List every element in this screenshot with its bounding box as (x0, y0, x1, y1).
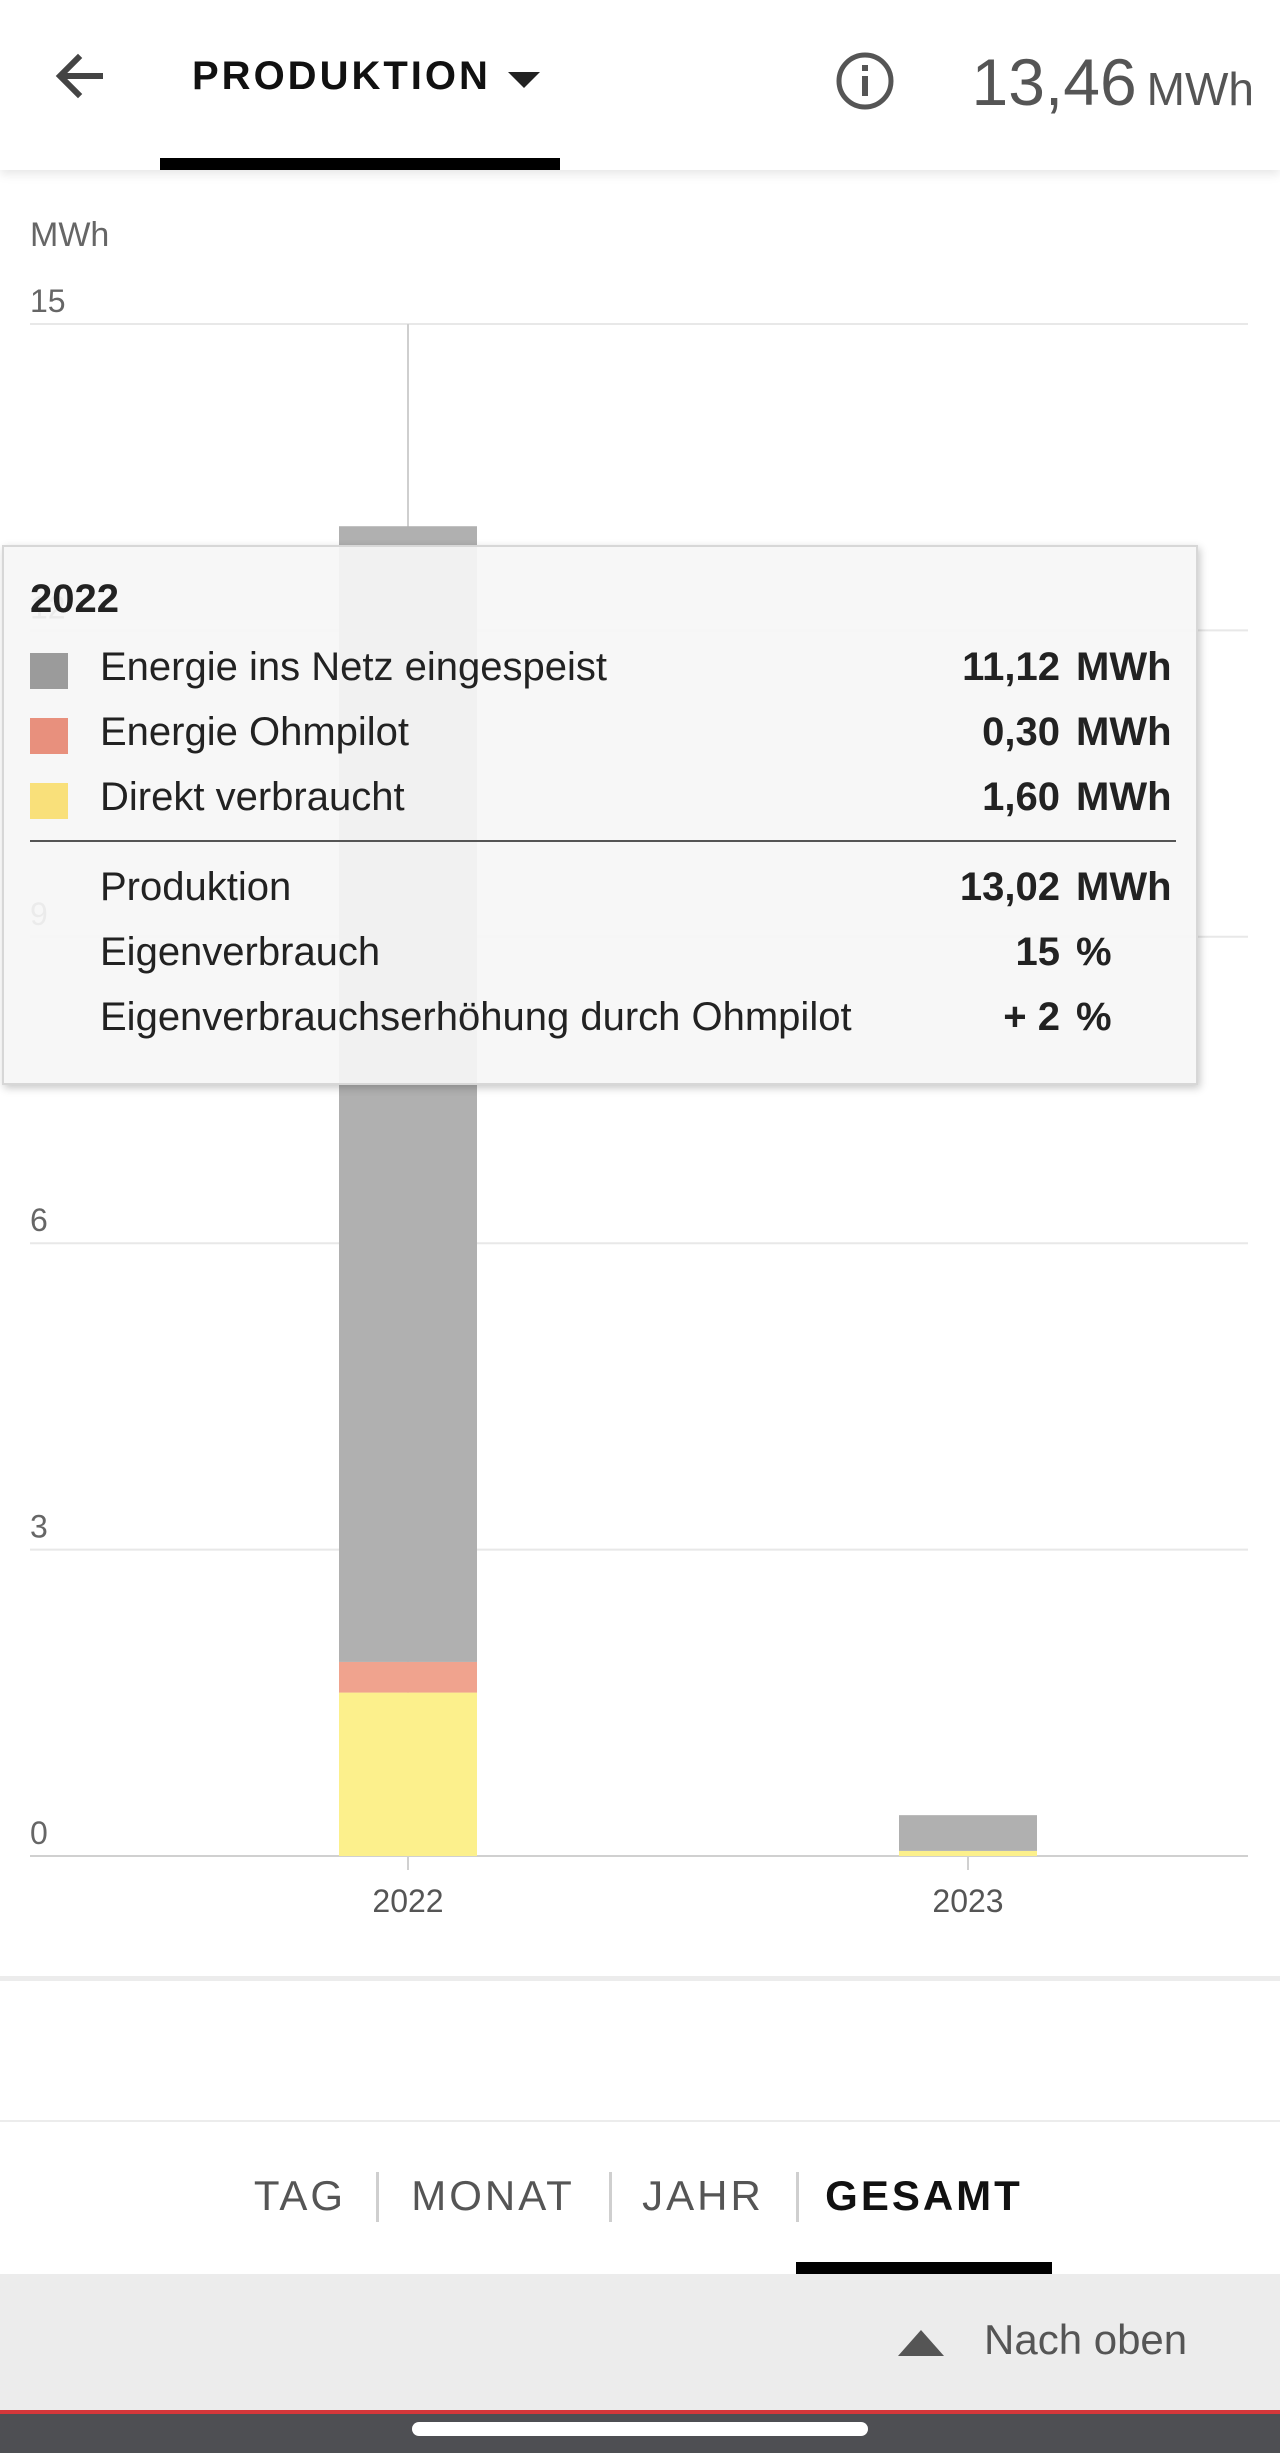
y-tick-label: 6 (30, 1202, 48, 1238)
tooltip-label: Eigenverbrauchserhöhung durch Ohmpilot (100, 995, 852, 1039)
bar-segment[interactable] (339, 1661, 477, 1693)
arrow-left-icon (55, 53, 103, 99)
tooltip-value: 0,30 MWh (982, 710, 1172, 754)
tooltip-row-direct-consumption: Direkt verbraucht 1,60 MWh (30, 775, 1176, 825)
bar-segment[interactable] (899, 1815, 1037, 1851)
x-tick-label: 2023 (932, 1883, 1003, 1919)
gesture-handle[interactable] (412, 2422, 868, 2436)
total-production: 13,46 MWh (972, 44, 1255, 120)
tooltip-value: 15% (1015, 930, 1112, 974)
legend-swatch-grid (30, 653, 68, 689)
tab-separator (609, 2172, 612, 2222)
info-button[interactable] (834, 50, 896, 112)
tooltip-year: 2022 (30, 577, 119, 621)
bar-segment[interactable] (899, 1850, 1037, 1856)
total-value: 13,46 (971, 45, 1137, 119)
scroll-top-button[interactable]: Nach oben (898, 2310, 1238, 2374)
tab-separator (796, 2172, 799, 2222)
tooltip-row-production: Produktion 13,02 MWh (30, 865, 1176, 915)
tooltip-row-grid-feed-in: Energie ins Netz eingespeist 11,12 MWh (30, 645, 1176, 695)
active-tab-indicator (796, 2262, 1052, 2274)
tooltip-label: Eigenverbrauch (100, 930, 381, 974)
tab-separator (376, 2172, 379, 2222)
total-unit: MWh (1146, 63, 1254, 115)
tooltip-label: Produktion (100, 865, 292, 909)
tab-tag[interactable]: TAG (253, 2172, 347, 2219)
info-icon (836, 52, 894, 110)
tooltip-row-ohmpilot: Energie Ohmpilot 0,30 MWh (30, 710, 1176, 760)
page-title: PRODUKTION (192, 54, 491, 98)
y-tick-label: 0 (30, 1815, 48, 1851)
tooltip-label: Energie Ohmpilot (100, 710, 410, 754)
tooltip-value: 1,60 MWh (982, 775, 1172, 819)
section-divider (0, 1976, 1280, 1981)
tooltip-value: + 2% (1003, 995, 1112, 1039)
produktion-dropdown[interactable]: PRODUKTION (160, 0, 560, 170)
x-tick-label: 2022 (372, 1883, 443, 1919)
scroll-top-bar: Nach oben (0, 2274, 1280, 2410)
tab-jahr[interactable]: JAHR (642, 2172, 764, 2219)
legend-swatch-ohmpilot (30, 718, 68, 754)
legend-swatch-direct (30, 783, 68, 819)
tooltip-label: Direkt verbraucht (100, 775, 405, 819)
tooltip-row-self-consumption: Eigenverbrauch 15% (30, 930, 1176, 980)
tooltip-label: Energie ins Netz eingespeist (100, 645, 607, 689)
y-tick-label: 15 (30, 283, 66, 319)
tab-monat[interactable]: MONAT (411, 2172, 575, 2219)
system-nav-bar (0, 2414, 1280, 2453)
app-header: PRODUKTION 13,46 MWh (0, 0, 1280, 170)
accent-line (0, 2410, 1280, 2414)
back-button[interactable] (48, 44, 112, 108)
scroll-top-label: Nach oben (984, 2316, 1188, 2363)
bar-segment[interactable] (339, 1692, 477, 1856)
y-axis-unit: MWh (30, 216, 109, 254)
tooltip-divider (30, 840, 1176, 842)
y-tick-label: 3 (30, 1509, 48, 1545)
tab-gesamt[interactable]: GESAMT (825, 2172, 1023, 2219)
chart-tooltip: 2022 Energie ins Netz eingespeist 11,12 M… (2, 545, 1198, 1085)
tooltip-value: 13,02 MWh (959, 865, 1172, 909)
caret-down-icon (508, 72, 540, 88)
tooltip-value: 11,12 MWh (962, 645, 1172, 689)
tooltip-row-ohmpilot-increase: Eigenverbrauchserhöhung durch Ohmpilot +… (30, 995, 1176, 1045)
title-tab-indicator (160, 158, 560, 170)
period-tabs: TAG MONAT JAHR GESAMT (0, 2120, 1280, 2276)
triangle-up-icon (898, 2330, 944, 2356)
